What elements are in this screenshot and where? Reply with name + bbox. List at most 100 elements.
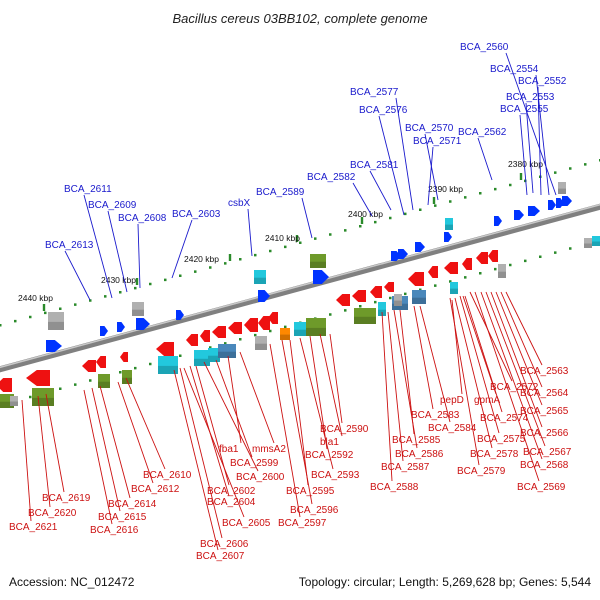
forward-gene-arrow <box>514 210 524 220</box>
scale-dot-inner <box>329 313 332 316</box>
forward-leader-line <box>301 197 313 239</box>
scale-dot-outer <box>329 233 332 236</box>
cog-block <box>280 328 290 340</box>
forward-gene-label: BCA_2562 <box>458 127 507 138</box>
cog-block <box>254 270 266 284</box>
reverse-gene-label: BCA_2606 <box>200 539 249 550</box>
cog-block <box>498 264 506 278</box>
scale-dot-outer <box>314 237 317 240</box>
reverse-leader-line <box>490 291 543 428</box>
reverse-gene-arrow <box>428 266 438 278</box>
forward-leader-line <box>537 86 542 196</box>
kbp-tick <box>42 304 46 311</box>
reverse-leader-line <box>480 291 543 460</box>
scale-dot-inner <box>29 395 32 399</box>
cog-block-shade <box>32 397 54 406</box>
reverse-gene-label: BCA_2620 <box>28 508 77 519</box>
reverse-gene-label: BCA_2588 <box>370 482 419 493</box>
scale-dot-outer <box>269 249 272 253</box>
reverse-gene-label: BCA_2615 <box>98 512 147 523</box>
cog-block-shade <box>558 188 566 194</box>
genome-title: Bacillus cereus 03BB102, complete genome <box>172 11 427 26</box>
scale-dot-inner <box>119 371 122 374</box>
reverse-gene-label: BCA_2607 <box>196 551 245 562</box>
reverse-gene-arrow <box>336 294 350 306</box>
scale-dot-inner <box>224 342 227 345</box>
kbp-label: 2430 kbp <box>101 275 136 285</box>
scale-dot-outer <box>74 303 77 306</box>
reverse-leader-line <box>495 291 543 406</box>
reverse-gene-label: BCA_2616 <box>90 525 139 536</box>
forward-gene-label: BCA_2560 <box>460 42 509 53</box>
reverse-leader-line <box>215 359 253 458</box>
cog-block-shade <box>445 224 453 230</box>
reverse-gene-label: BCA_2565 <box>520 406 569 417</box>
scale-dot-outer <box>179 274 182 277</box>
scale-dot-outer <box>509 183 512 187</box>
scale-dot-outer <box>134 286 137 290</box>
cog-block-shade <box>306 327 326 336</box>
cog-block-shade <box>394 300 402 306</box>
cog-block <box>294 322 306 336</box>
cog-block-shade <box>498 271 506 278</box>
forward-gene-label: BCA_2571 <box>413 136 462 147</box>
scale-dot-inner <box>179 354 182 357</box>
cog-block-shade <box>218 351 236 358</box>
forward-leader-line <box>369 170 392 211</box>
scale-dot-outer <box>434 204 437 207</box>
reverse-gene-label: BCA_2569 <box>517 482 566 493</box>
scale-dot-outer <box>149 282 152 286</box>
scale-dot-inner <box>284 325 287 329</box>
cog-block-shade <box>412 297 426 304</box>
scale-dot-outer <box>299 241 302 244</box>
forward-gene-label: BCA_2553 <box>506 92 555 103</box>
reverse-gene-arrow <box>352 290 366 302</box>
scale-dot-outer <box>254 253 257 257</box>
reverse-gene-label: bla1 <box>320 437 339 448</box>
reverse-gene-label: BCA_2567 <box>523 447 572 458</box>
scale-dot-inner <box>509 263 512 267</box>
scale-dot-inner <box>74 383 77 386</box>
reverse-leader-line <box>45 393 65 493</box>
forward-gene-label: BCA_2576 <box>359 105 408 116</box>
reverse-gene-label: mmsA2 <box>252 444 286 455</box>
reverse-gene-label: BCA_2605 <box>222 518 271 529</box>
scale-dot-inner <box>269 329 272 333</box>
forward-gene-arrow <box>548 200 556 210</box>
reverse-gene-arrow <box>462 258 472 270</box>
reverse-leader-line <box>21 399 32 522</box>
forward-gene-arrow <box>313 270 329 284</box>
cog-block-shade <box>132 309 144 316</box>
reverse-leader-line <box>125 377 166 470</box>
reverse-leader-line <box>269 343 301 518</box>
scale-dot-outer <box>14 319 17 323</box>
reverse-gene-label: BCA_2619 <box>42 493 91 504</box>
reverse-gene-arrow <box>120 352 128 362</box>
scale-dot-outer <box>569 167 572 170</box>
scale-dot-outer <box>239 258 242 261</box>
reverse-gene-label: BCA_2563 <box>520 366 569 377</box>
reverse-gene-label: BCA_2590 <box>320 424 369 435</box>
reverse-gene-arrow <box>0 378 12 392</box>
scale-dot-outer <box>524 179 527 183</box>
forward-gene-label: BCA_2603 <box>172 209 221 220</box>
reverse-gene-arrow <box>212 326 226 338</box>
forward-gene-arrow <box>562 196 572 206</box>
forward-leader-line <box>352 182 373 217</box>
cog-block-shade <box>158 365 178 374</box>
forward-gene-label: BCA_2554 <box>490 64 539 75</box>
kbp-label: 2390 kbp <box>428 184 463 194</box>
cog-block <box>584 238 592 248</box>
cog-block <box>592 236 600 246</box>
reverse-leader-line <box>299 337 334 470</box>
scale-dot-inner <box>419 288 422 291</box>
reverse-gene-label: BCA_2583 <box>411 410 460 421</box>
reverse-gene-label: BCA_2579 <box>457 466 506 477</box>
backbone-line <box>0 203 600 373</box>
cog-block <box>394 294 402 306</box>
cog-block-shade <box>0 401 14 408</box>
scale-dot-outer <box>224 262 227 265</box>
reverse-gene-label: BCA_2599 <box>230 458 279 469</box>
scale-dot-outer <box>494 187 497 191</box>
